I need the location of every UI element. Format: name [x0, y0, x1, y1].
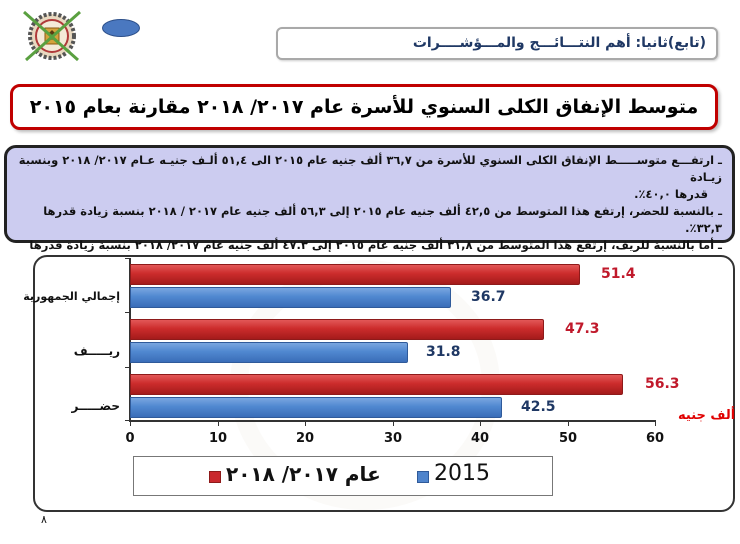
- chart-legend: عام ٢٠١٧/ ٢٠١٨ 2015: [133, 456, 553, 496]
- y-tick: [125, 258, 130, 259]
- legend-swatch-2017-2018: [209, 471, 221, 483]
- x-axis: [129, 420, 656, 422]
- slide-title-box: متوسط الإنفاق الكلى السنوي للأسرة عام ٢٠…: [10, 84, 718, 130]
- slide-title: متوسط الإنفاق الكلى السنوي للأسرة عام ٢٠…: [29, 96, 699, 118]
- x-axis-unit-label: ألف جنيه: [678, 408, 736, 423]
- ministry-emblem-logo: [23, 10, 81, 62]
- bar-2015-rural: [130, 342, 408, 363]
- value-label: 31.8: [426, 344, 461, 360]
- bar-2015-urban: [130, 397, 502, 418]
- summary-line-rural: ـ أما بالنسبة للريف، إرتفع هذا المتوسط م…: [29, 238, 722, 269]
- y-tick: [125, 420, 130, 421]
- x-tick-label: 20: [295, 431, 315, 446]
- x-tick-label: 30: [383, 431, 403, 446]
- page-number: ٨: [41, 513, 47, 526]
- bar-2017-2018-national: [130, 264, 580, 285]
- section-header: (تابع)ثانيا: أهم النتـــائـــج والمـــؤش…: [276, 27, 718, 60]
- x-tick-label: 40: [470, 431, 490, 446]
- legend-label-2017-2018: عام ٢٠١٧/ ٢٠١٨: [226, 462, 381, 486]
- summary-line-total-cont: قدرها ٤٠,٠٪.: [634, 187, 708, 201]
- section-header-text: (تابع)ثانيا: أهم النتـــائـــج والمـــؤش…: [412, 35, 706, 51]
- x-tick: [480, 420, 481, 426]
- value-label: 36.7: [471, 289, 506, 305]
- bar-2017-2018-rural: [130, 319, 544, 340]
- x-tick-label: 10: [208, 431, 228, 446]
- x-tick-label: 60: [645, 431, 665, 446]
- value-label: 47.3: [565, 321, 600, 337]
- bar-2017-2018-urban: [130, 374, 623, 395]
- value-label: 42.5: [521, 399, 556, 415]
- blue-oval-shape: [102, 19, 140, 37]
- x-tick: [130, 420, 131, 426]
- value-label: 51.4: [601, 266, 636, 282]
- x-tick-label: 50: [558, 431, 578, 446]
- x-tick: [305, 420, 306, 426]
- value-label: 56.3: [645, 376, 680, 392]
- summary-line-total: ـ ارتفـــع متوســـــط الإنفاق الكلى السن…: [18, 153, 722, 184]
- x-tick: [655, 420, 656, 426]
- summary-line-urban: ـ بالنسبة للحضر، إرتفع هذا المتوسط من ٤٢…: [43, 204, 722, 235]
- category-label-urban: حضـــــر: [71, 399, 120, 413]
- x-tick: [393, 420, 394, 426]
- x-tick: [568, 420, 569, 426]
- y-tick: [125, 312, 130, 313]
- y-tick: [125, 367, 130, 368]
- bar-2015-national: [130, 287, 451, 308]
- x-tick: [218, 420, 219, 426]
- category-label-rural: ريـــــف: [73, 344, 120, 358]
- x-tick-label: 0: [125, 431, 135, 446]
- legend-label-2015: 2015: [434, 461, 490, 486]
- summary-box: ـ ارتفـــع متوســـــط الإنفاق الكلى السن…: [4, 145, 735, 269]
- category-label-national: إجمالي الجمهورية: [23, 290, 120, 303]
- legend-swatch-2015: [417, 471, 429, 483]
